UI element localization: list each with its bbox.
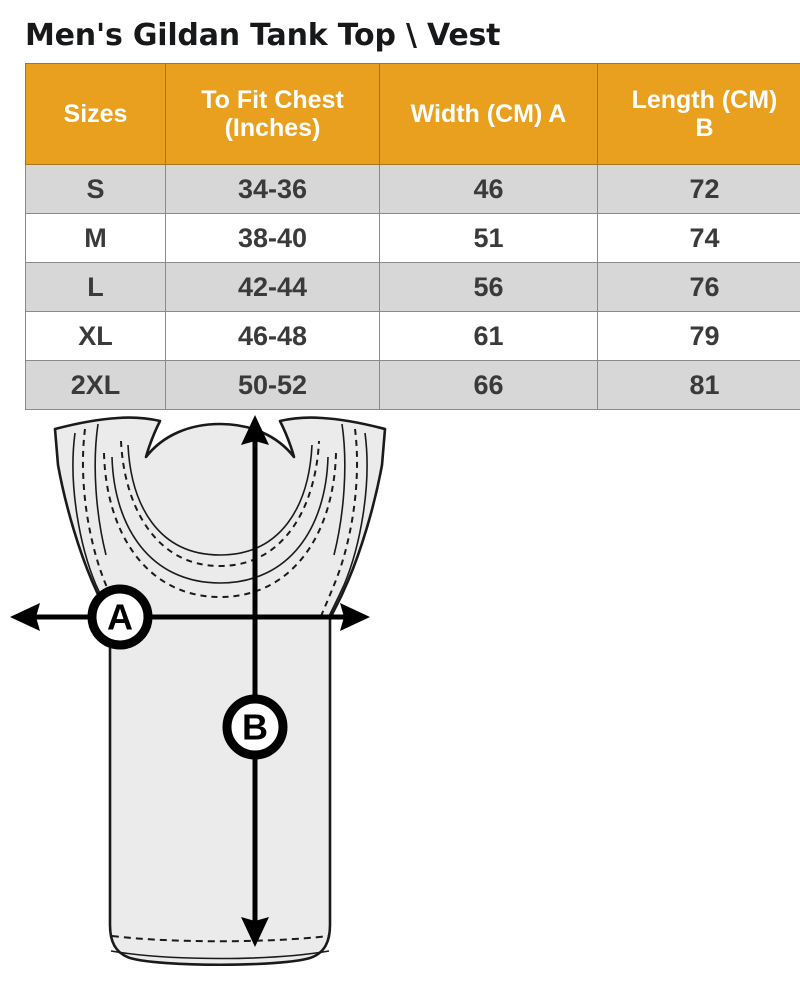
size-chart-table: Sizes To Fit Chest (Inches) Width (CM) A… — [25, 63, 800, 410]
header-line: Width (CM) A — [410, 99, 567, 128]
neckline-scoop-line — [111, 456, 329, 584]
header-line: Sizes — [63, 99, 128, 128]
cell-size: M — [25, 213, 166, 263]
header-line: (Inches) — [224, 114, 321, 142]
measure-a-badge-label: A — [107, 597, 133, 638]
neckline-scoop-stitch-dashed — [103, 452, 337, 599]
cell-length: 79 — [597, 311, 800, 361]
cell-chest: 50-52 — [165, 360, 380, 410]
cell-size: 2XL — [25, 360, 166, 410]
measure-a-badge-circle — [87, 584, 153, 650]
hem-bottom-edge — [110, 950, 330, 960]
strap-right-fold-line — [333, 423, 346, 556]
cell-length: 74 — [597, 213, 800, 263]
cell-chest: 46-48 — [165, 311, 380, 361]
cell-chest: 38-40 — [165, 213, 380, 263]
cell-width: 51 — [379, 213, 598, 263]
cell-length: 72 — [597, 164, 800, 214]
armhole-left-stitch-dashed — [82, 428, 121, 620]
cell-chest: 42-44 — [165, 262, 380, 312]
garment-illustration: A B — [0, 405, 800, 985]
neckline-inner-curve — [127, 444, 313, 556]
header-line: B — [695, 114, 714, 142]
neckline-stitch-dashed — [120, 440, 320, 568]
table-row: 2XL 50-52 66 81 — [25, 360, 800, 410]
column-header-width-cm-a: Width (CM) A — [379, 63, 598, 165]
cell-length: 81 — [597, 360, 800, 410]
table-row: XL 46-48 61 79 — [25, 311, 800, 361]
table-row: S 34-36 46 72 — [25, 164, 800, 214]
table-row: L 42-44 56 76 — [25, 262, 800, 312]
cell-size: S — [25, 164, 166, 214]
header-row: Sizes To Fit Chest (Inches) Width (CM) A… — [25, 63, 800, 165]
header-line: Length (CM) — [631, 85, 778, 114]
table-body: S 34-36 46 72 M 38-40 51 74 L 42-44 56 7… — [25, 164, 800, 410]
column-header-sizes: Sizes — [25, 63, 166, 165]
header-line: To Fit Chest — [201, 85, 344, 114]
measure-b-arrowhead-top — [241, 415, 269, 445]
cell-chest: 34-36 — [165, 164, 380, 214]
cell-width: 46 — [379, 164, 598, 214]
measure-a-arrowhead-right — [340, 603, 370, 631]
garment-shape — [53, 416, 387, 967]
cell-length: 76 — [597, 262, 800, 312]
hem-stitch-dashed — [111, 935, 329, 943]
cell-size: XL — [25, 311, 166, 361]
table-header: Sizes To Fit Chest (Inches) Width (CM) A… — [25, 63, 800, 165]
page-title: Men's Gildan Tank Top \ Vest — [25, 18, 501, 53]
strap-left-fold-line — [94, 423, 107, 556]
armhole-right-edge — [327, 432, 368, 620]
measurement-b-group: B — [222, 415, 288, 947]
measure-b-badge-circle — [222, 694, 288, 760]
column-header-to-fit-chest: To Fit Chest (Inches) — [165, 63, 380, 165]
measure-b-badge-label: B — [242, 707, 268, 748]
armhole-right-stitch-dashed — [319, 428, 358, 620]
measurement-a-group: A — [10, 584, 370, 650]
cell-width: 56 — [379, 262, 598, 312]
cell-size: L — [25, 262, 166, 312]
measure-a-arrowhead-left — [10, 603, 40, 631]
cell-width: 66 — [379, 360, 598, 410]
table-row: M 38-40 51 74 — [25, 213, 800, 263]
column-header-length-cm-b: Length (CM) B — [597, 63, 800, 165]
measure-b-arrowhead-bottom — [241, 917, 269, 947]
tank-top-drawing: A B — [10, 415, 387, 967]
garment-outline-path — [53, 416, 387, 967]
cell-width: 61 — [379, 311, 598, 361]
